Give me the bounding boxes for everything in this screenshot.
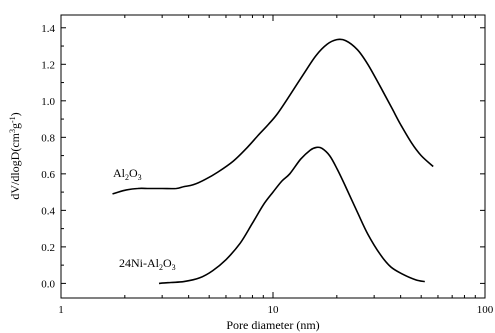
series-label-24ni-al2o3: 24Ni-Al2O3 xyxy=(119,256,176,272)
y-axis-ticks: 0.0 0.2 0.4 0.6 0.8 1.0 1.2 1.4 xyxy=(41,23,485,290)
x-axis-ticks: 1 10 100 xyxy=(58,15,494,316)
series-line-0 xyxy=(112,38,434,195)
y-tick-label: 0.4 xyxy=(41,205,55,217)
series-label-al2o3: Al2O3 xyxy=(113,166,142,182)
data-lines xyxy=(112,38,434,285)
y-tick-label: 0.2 xyxy=(41,242,55,254)
x-tick-label: 1 xyxy=(58,304,64,316)
y-tick-label: 0.0 xyxy=(41,278,55,290)
series-line-1 xyxy=(158,146,425,285)
y-axis-label: dV/dlogD(cm3g-1) xyxy=(8,112,22,199)
y-tick-label: 0.6 xyxy=(41,169,55,181)
y-tick-label: 1.4 xyxy=(41,23,55,35)
y-tick-label: 0.8 xyxy=(41,132,55,144)
y-tick-label: 1.2 xyxy=(41,59,55,71)
x-tick-label: 10 xyxy=(268,304,280,316)
x-axis-label: Pore diameter (nm) xyxy=(226,318,319,332)
y-tick-label: 1.0 xyxy=(41,96,55,108)
x-tick-label: 100 xyxy=(477,304,494,316)
